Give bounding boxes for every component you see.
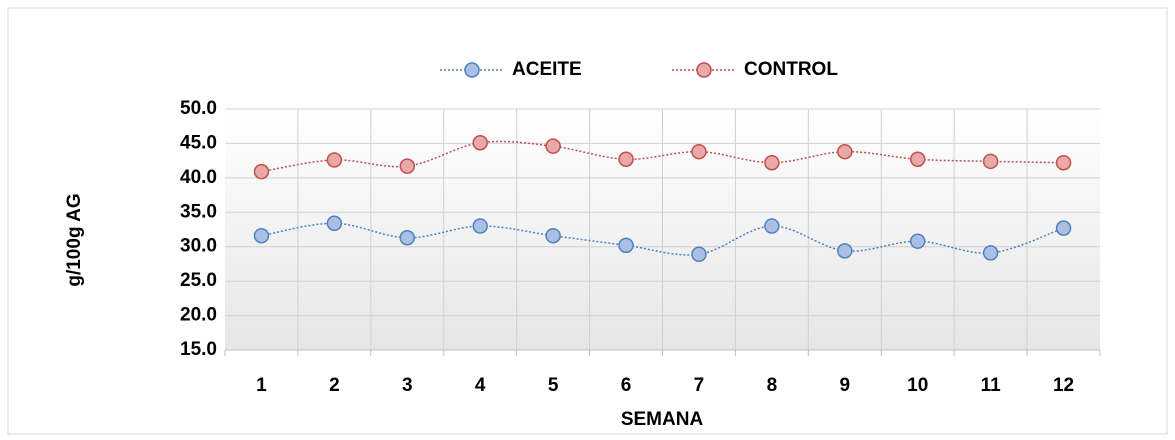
marker — [399, 158, 416, 174]
marker — [399, 230, 416, 246]
marker — [837, 143, 853, 160]
marker — [472, 218, 488, 234]
y-tick-label: 15.0 — [180, 339, 217, 360]
x-tick-label: 8 — [767, 375, 778, 396]
x-tick-label: 5 — [548, 375, 559, 396]
marker — [1055, 154, 1072, 171]
legend-label: CONTROL — [744, 59, 838, 80]
x-tick-label: 12 — [1053, 375, 1074, 396]
y-tick-label: 25.0 — [180, 270, 217, 291]
marker — [982, 153, 999, 170]
marker — [764, 154, 780, 171]
marker — [253, 163, 270, 180]
marker — [764, 218, 780, 234]
y-tick-label: 40.0 — [180, 167, 217, 188]
x-tick-label: 11 — [981, 375, 1002, 396]
marker — [837, 243, 853, 259]
marker — [253, 227, 270, 244]
marker — [545, 227, 561, 244]
marker — [909, 151, 926, 168]
marker — [618, 151, 634, 168]
x-tick-label: 4 — [475, 375, 486, 396]
y-tick-label: 35.0 — [180, 201, 217, 222]
x-tick-label: 7 — [694, 375, 705, 396]
legend-label: ACEITE — [512, 59, 582, 80]
x-axis-label: SEMANA — [621, 409, 704, 430]
x-tick-label: 3 — [402, 375, 413, 396]
marker — [691, 246, 707, 263]
marker — [909, 233, 926, 249]
marker — [545, 138, 561, 154]
x-tick-label: 10 — [907, 375, 928, 396]
y-tick-label: 50.0 — [180, 98, 217, 119]
marker — [691, 143, 707, 160]
y-axis-label: g/100g AG — [64, 193, 85, 286]
x-tick-label: 2 — [329, 375, 340, 396]
x-tick-label: 6 — [621, 375, 632, 396]
legend-marker — [696, 62, 712, 78]
marker — [1055, 220, 1072, 236]
x-tick-label: 1 — [256, 375, 267, 396]
legend-marker — [464, 62, 480, 78]
marker — [982, 245, 999, 261]
x-tick-label: 9 — [840, 375, 851, 396]
marker — [326, 152, 343, 168]
y-tick-label: 20.0 — [180, 305, 217, 326]
y-tick-label: 30.0 — [180, 236, 217, 257]
marker — [618, 237, 634, 254]
marker — [472, 134, 488, 151]
marker — [326, 215, 343, 232]
y-tick-label: 45.0 — [180, 132, 217, 153]
